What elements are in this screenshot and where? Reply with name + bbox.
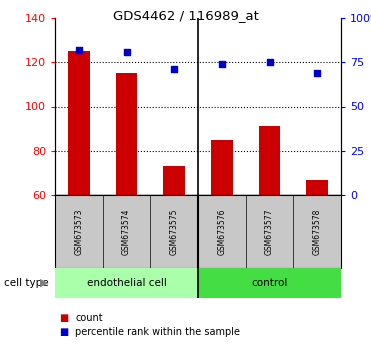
Point	[76, 47, 82, 53]
Bar	[306, 179, 328, 195]
Bar	[116, 73, 137, 195]
Bar	[259, 126, 280, 195]
Bar	[68, 51, 89, 195]
Point	[171, 67, 177, 72]
Text: control: control	[251, 278, 288, 288]
Text: ▶: ▶	[40, 278, 48, 288]
Text: cell type: cell type	[4, 278, 48, 288]
Bar	[198, 268, 341, 298]
Point	[314, 70, 320, 76]
Text: GSM673574: GSM673574	[122, 208, 131, 255]
Bar	[55, 268, 198, 298]
Point	[124, 49, 129, 55]
Text: GSM673575: GSM673575	[170, 208, 179, 255]
Text: GSM673573: GSM673573	[74, 208, 83, 255]
Text: GDS4462 / 116989_at: GDS4462 / 116989_at	[112, 9, 259, 22]
Bar	[164, 166, 185, 195]
Bar	[211, 140, 233, 195]
Text: endothelial cell: endothelial cell	[86, 278, 167, 288]
Text: ■: ■	[59, 313, 68, 323]
Text: count: count	[75, 313, 103, 323]
Text: GSM673578: GSM673578	[313, 208, 322, 255]
Text: ■: ■	[59, 327, 68, 337]
Point	[266, 59, 272, 65]
Text: GSM673577: GSM673577	[265, 208, 274, 255]
Point	[219, 61, 225, 67]
Text: GSM673576: GSM673576	[217, 208, 226, 255]
Text: percentile rank within the sample: percentile rank within the sample	[75, 327, 240, 337]
